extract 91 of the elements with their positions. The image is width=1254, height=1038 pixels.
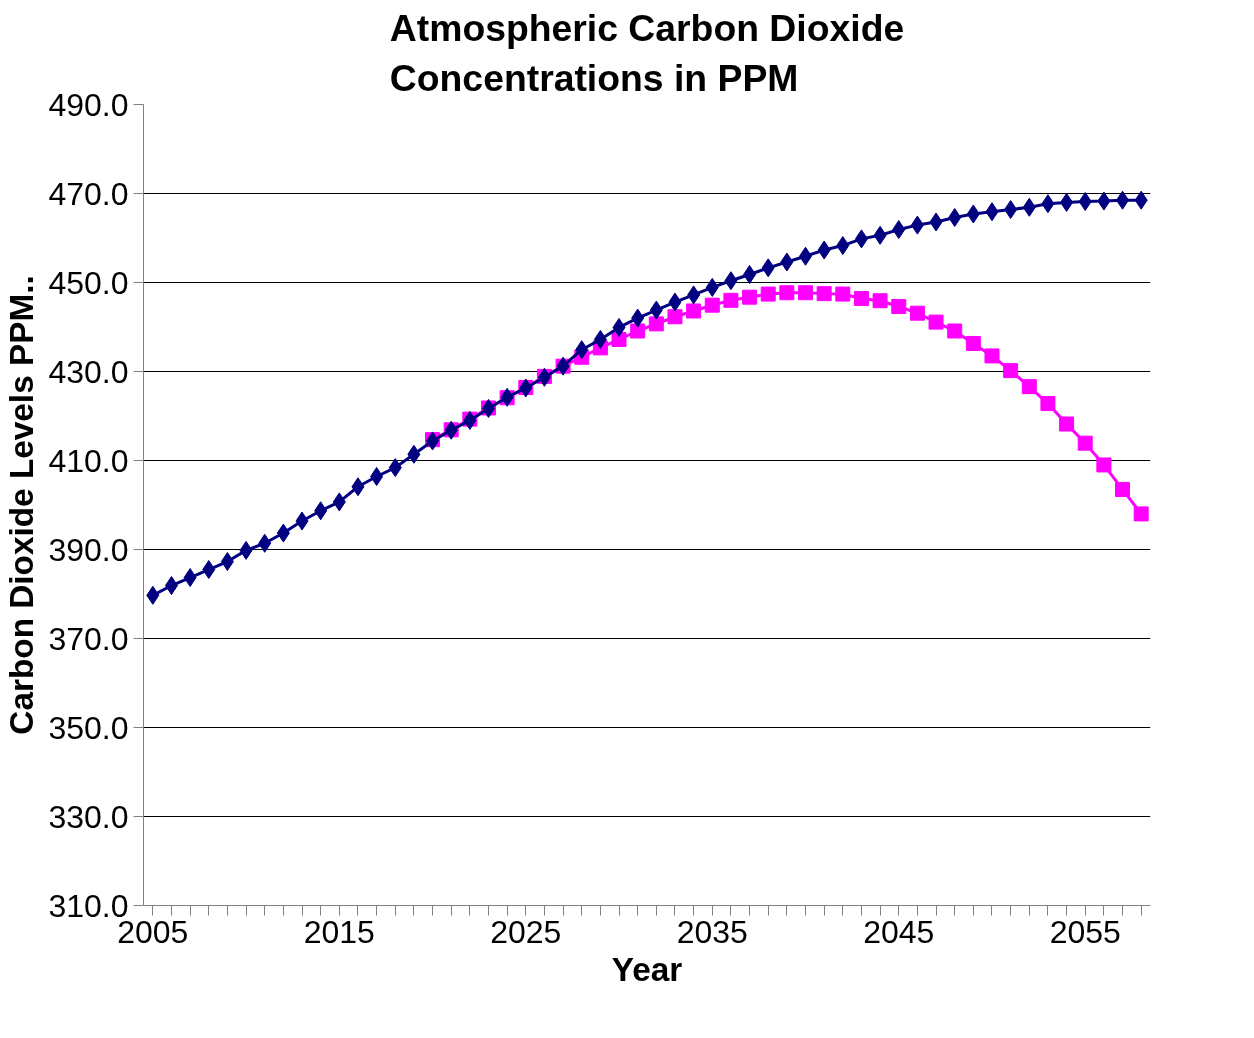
point	[985, 202, 999, 222]
point	[612, 317, 626, 337]
point	[183, 568, 197, 588]
point	[743, 264, 757, 284]
x-tick-label: 2045	[863, 913, 935, 950]
point	[370, 467, 384, 487]
point	[704, 297, 720, 313]
y-tick-label: 490.0	[48, 86, 129, 123]
point	[631, 308, 645, 328]
y-tick-label: 470.0	[48, 175, 129, 212]
point	[1115, 481, 1131, 497]
point	[780, 252, 794, 272]
point	[1134, 190, 1148, 210]
point	[873, 225, 887, 245]
point	[761, 258, 775, 278]
x-tick-label: 2035	[676, 913, 748, 950]
point	[891, 299, 907, 315]
y-tick-label: 330.0	[48, 798, 129, 835]
point	[928, 314, 944, 330]
point	[892, 220, 906, 240]
point	[799, 246, 813, 266]
point	[295, 511, 309, 531]
point	[220, 552, 234, 572]
point	[742, 289, 758, 305]
y-tick-label: 450.0	[48, 264, 129, 301]
point	[965, 335, 981, 351]
point	[276, 523, 290, 543]
point	[1004, 200, 1018, 220]
point	[1059, 416, 1075, 432]
point	[909, 305, 925, 321]
point	[779, 285, 795, 301]
point	[648, 316, 664, 332]
point	[351, 477, 365, 497]
point	[239, 540, 253, 560]
point	[724, 271, 738, 291]
point	[1077, 435, 1093, 451]
point	[202, 560, 216, 580]
point	[1060, 192, 1074, 212]
point	[1078, 192, 1092, 212]
point	[667, 309, 683, 325]
point	[668, 292, 682, 312]
point	[593, 329, 607, 349]
point	[649, 300, 663, 320]
point	[835, 286, 851, 302]
point	[723, 292, 739, 308]
point	[1116, 190, 1130, 210]
point	[872, 293, 888, 309]
point	[314, 501, 328, 521]
x-tick-label: 2015	[303, 913, 375, 950]
point	[407, 444, 421, 464]
point	[388, 458, 402, 478]
point	[146, 585, 160, 605]
y-tick-label: 430.0	[48, 353, 129, 390]
x-tick-label: 2025	[490, 913, 562, 950]
point	[705, 277, 719, 297]
point	[332, 492, 346, 512]
y-tick-label: 410.0	[48, 442, 129, 479]
y-tick-label: 370.0	[48, 620, 129, 657]
point	[686, 303, 702, 319]
point	[1041, 194, 1055, 214]
x-tick-label: 2055	[1049, 913, 1121, 950]
point	[816, 286, 832, 302]
point	[984, 348, 1000, 364]
point	[164, 576, 178, 596]
point	[947, 323, 963, 339]
point	[853, 291, 869, 307]
point	[1003, 363, 1019, 379]
y-axis-title: Carbon Dioxide Levels PPM..	[3, 275, 41, 735]
point	[817, 240, 831, 260]
point	[258, 533, 272, 553]
point	[948, 208, 962, 228]
point	[1040, 396, 1056, 412]
point	[1022, 197, 1036, 217]
point	[1096, 457, 1112, 473]
point	[760, 286, 776, 302]
point	[910, 215, 924, 235]
point	[836, 236, 850, 256]
point	[1133, 506, 1149, 522]
point	[575, 340, 589, 360]
point	[798, 285, 814, 301]
point	[687, 285, 701, 305]
point	[929, 212, 943, 232]
point	[966, 204, 980, 224]
point	[1097, 191, 1111, 211]
x-axis-title: Year	[611, 950, 683, 988]
y-tick-label: 390.0	[48, 531, 129, 568]
point	[1021, 379, 1037, 395]
point	[630, 323, 646, 339]
chart-title: Atmospheric Carbon Dioxide Concentrations in PPM	[389, 7, 905, 100]
point	[854, 229, 868, 249]
y-tick-label: 350.0	[48, 709, 129, 746]
